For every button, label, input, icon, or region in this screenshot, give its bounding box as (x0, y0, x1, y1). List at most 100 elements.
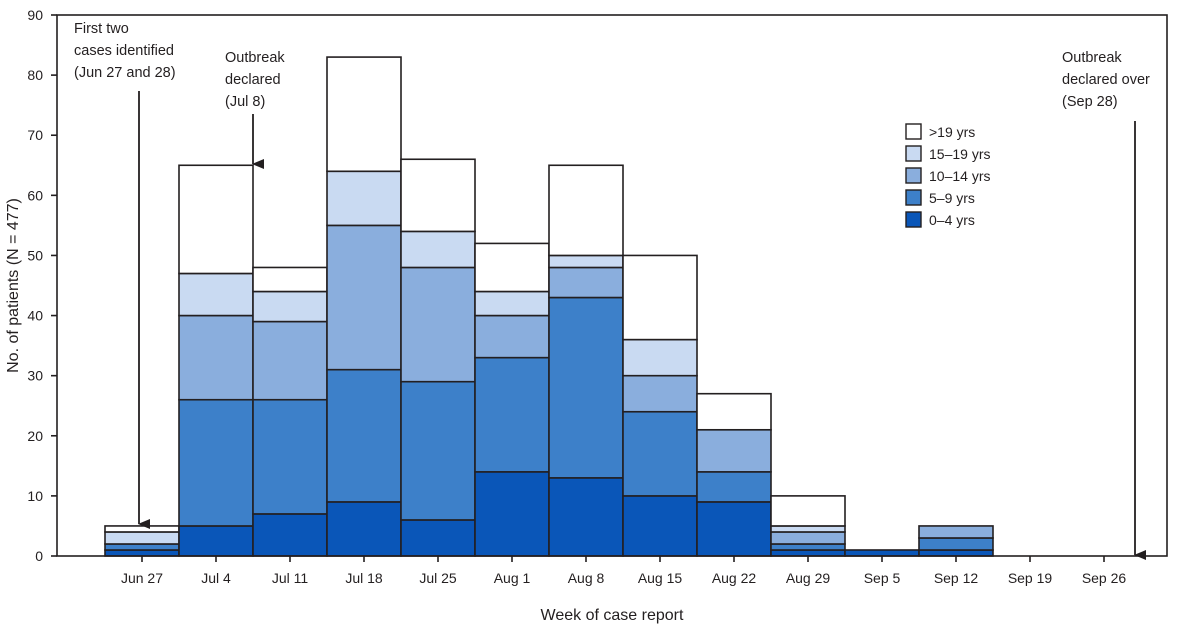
legend-swatch-10-14-yrs (905, 167, 922, 184)
bar-segment-jul-4-10-14-yrs (178, 314, 254, 401)
annotation-text: (Jul 8) (225, 94, 265, 110)
x-tick-label: Sep 26 (1082, 570, 1127, 586)
annotation-text: cases identified (74, 43, 174, 59)
annotation-text: First two (74, 21, 129, 37)
y-tick-label: 40 (27, 308, 43, 324)
bar-segment-jul-18-5-9-yrs (326, 368, 402, 503)
bar-segment-aug-22-10-14-yrs (696, 428, 772, 473)
annotation-text: Outbreak (1062, 50, 1122, 66)
bar-segment-aug-15-19-yrs (622, 254, 698, 341)
bar-segment-aug-8-15-19-yrs (548, 254, 624, 269)
bar-segment-aug-22-0-4-yrs (696, 501, 772, 557)
bar-segment-aug-29-5-9-yrs (770, 543, 846, 551)
y-tick-label: 10 (27, 488, 43, 504)
annotation-text: declared over (1062, 72, 1150, 88)
x-tick-label: Jul 4 (201, 570, 231, 586)
legend-label-5-9-yrs: 5–9 yrs (929, 190, 975, 206)
bar-segment-jul-25-0-4-yrs (400, 519, 476, 557)
legend: >19 yrs 15–19 yrs 10–14 yrs 5–9 yrs 0–4 yrs (905, 123, 990, 228)
bar-segment-aug-1-15-19-yrs (474, 290, 550, 317)
bars-layer (104, 56, 994, 557)
y-tick-label: 80 (27, 67, 43, 83)
bar-segment-jun-27-15-19-yrs (104, 531, 180, 545)
bar-segment-jul-11-15-19-yrs (252, 290, 328, 323)
bar-segment-sep-5-0-4-yrs (844, 549, 920, 557)
bar-segment-jul-18-19-yrs (326, 56, 402, 173)
y-tick-label: 30 (27, 368, 43, 384)
bar-segment-jul-18-15-19-yrs (326, 170, 402, 227)
bar-segment-aug-29-0-4-yrs (770, 549, 846, 557)
x-tick-label: Aug 22 (712, 570, 757, 586)
legend-label-19-yrs: >19 yrs (929, 124, 975, 140)
bar-segment-aug-1-0-4-yrs (474, 471, 550, 557)
bar-segment-jul-11-19-yrs (252, 266, 328, 293)
x-tick-label: Sep 12 (934, 570, 979, 586)
bar-segment-jul-25-10-14-yrs (400, 266, 476, 383)
bar-segment-jul-4-19-yrs (178, 164, 254, 275)
y-axis-title: No. of patients (N = 477) (5, 198, 22, 373)
plot-frame (56, 14, 1168, 557)
x-tick-label: Aug 29 (786, 570, 831, 586)
y-tick-label: 70 (27, 127, 43, 143)
axes-layer: 0 10 20 30 40 50 60 70 80 90 Jun 27 Jul 4 Jul 11 Jul … (27, 7, 1168, 586)
x-tick-label: Jul 25 (419, 570, 457, 586)
bar-segment-jul-11-0-4-yrs (252, 513, 328, 557)
bar-segment-aug-22-5-9-yrs (696, 471, 772, 503)
x-axis-title: Week of case report (541, 607, 684, 624)
legend-swatch-15-19-yrs (905, 145, 922, 162)
legend-label-10-14-yrs: 10–14 yrs (929, 168, 990, 184)
bar-segment-aug-1-10-14-yrs (474, 314, 550, 359)
bar-segment-aug-29-10-14-yrs (770, 531, 846, 545)
bar-segment-jun-27-5-9-yrs (104, 543, 180, 551)
bar-segment-aug-15-5-9-yrs (622, 410, 698, 497)
x-tick-label: Sep 5 (864, 570, 901, 586)
bar-segment-aug-1-19-yrs (474, 242, 550, 293)
annotation-text: Outbreak (225, 50, 285, 66)
x-tick-label: Jun 27 (121, 570, 163, 586)
bar-segment-jun-27-0-4-yrs (104, 549, 180, 557)
x-tick-label: Aug 1 (494, 570, 531, 586)
annotation-text: declared (225, 72, 281, 88)
bar-segment-aug-15-10-14-yrs (622, 374, 698, 413)
bar-segment-jul-11-10-14-yrs (252, 320, 328, 401)
bar-segment-aug-8-19-yrs (548, 164, 624, 257)
annotations: First two cases identified (Jun 27 and 28)… (74, 21, 1150, 560)
legend-label-0-4-yrs: 0–4 yrs (929, 212, 975, 228)
x-tick-label: Aug 15 (638, 570, 683, 586)
bar-segment-jul-25-5-9-yrs (400, 380, 476, 521)
bar-segment-aug-29-15-19-yrs (770, 525, 846, 533)
bar-segment-aug-15-15-19-yrs (622, 338, 698, 377)
bar-segment-jun-27-19-yrs (104, 525, 180, 533)
bar-segment-jul-11-5-9-yrs (252, 398, 328, 515)
bar-segment-jul-4-5-9-yrs (178, 398, 254, 527)
legend-swatch-19-yrs (905, 123, 922, 140)
x-tick-label: Aug 8 (568, 570, 605, 586)
bar-segment-jul-4-15-19-yrs (178, 272, 254, 317)
annotation-text: (Jun 27 and 28) (74, 65, 176, 81)
bar-segment-jul-25-19-yrs (400, 158, 476, 233)
x-tick-label: Sep 19 (1008, 570, 1053, 586)
legend-label-15-19-yrs: 15–19 yrs (929, 146, 990, 162)
y-tick-label: 0 (35, 548, 43, 564)
bar-segment-aug-1-5-9-yrs (474, 356, 550, 473)
bar-segment-aug-8-10-14-yrs (548, 266, 624, 299)
bar-segment-aug-8-5-9-yrs (548, 296, 624, 479)
legend-swatch-5-9-yrs (905, 189, 922, 206)
bar-segment-jul-25-15-19-yrs (400, 230, 476, 269)
legend-swatch-0-4-yrs (905, 211, 922, 228)
x-tick-label: Jul 18 (345, 570, 383, 586)
bar-segment-aug-8-0-4-yrs (548, 477, 624, 557)
y-tick-label: 60 (27, 187, 43, 203)
y-tick-label: 20 (27, 428, 43, 444)
bar-segment-sep-12-0-4-yrs (918, 549, 994, 557)
bar-segment-aug-29-19-yrs (770, 495, 846, 527)
y-tick-label: 90 (27, 7, 43, 23)
bar-segment-jul-18-0-4-yrs (326, 501, 402, 557)
bar-segment-sep-12-5-9-yrs (918, 537, 994, 551)
bar-segment-aug-22-19-yrs (696, 392, 772, 431)
annotation-text: (Sep 28) (1062, 94, 1118, 110)
bar-segment-jul-4-0-4-yrs (178, 525, 254, 557)
bar-segment-sep-12-10-14-yrs (918, 525, 994, 539)
bar-segment-jul-18-10-14-yrs (326, 224, 402, 371)
x-tick-label: Jul 11 (272, 570, 309, 586)
